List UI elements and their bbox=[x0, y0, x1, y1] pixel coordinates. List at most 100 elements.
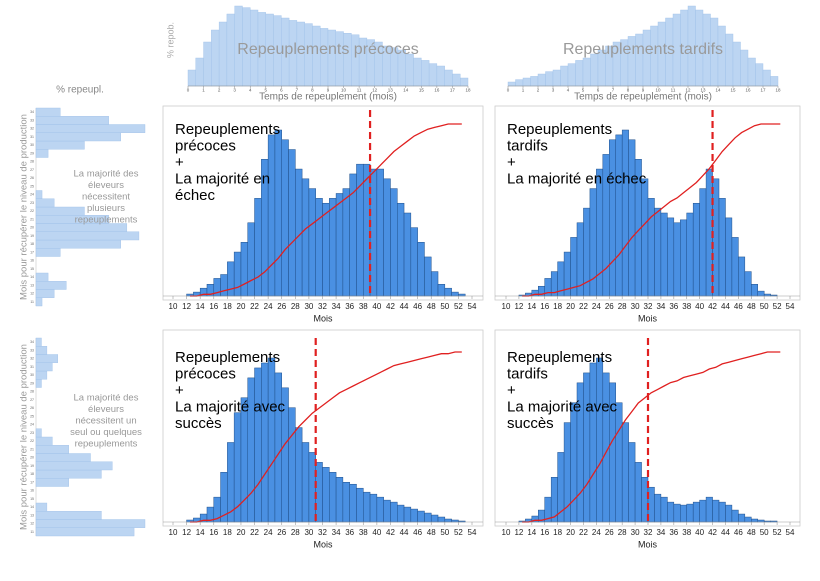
x-tick-label: 50 bbox=[760, 528, 769, 537]
x-tick-label: 17 bbox=[450, 88, 456, 93]
x-tick-label: 13 bbox=[388, 88, 394, 93]
x-tick-label: 46 bbox=[413, 528, 422, 537]
bar bbox=[226, 13, 235, 87]
annotation: + bbox=[507, 382, 516, 399]
bar bbox=[335, 31, 344, 87]
bar bbox=[35, 248, 61, 257]
bar bbox=[673, 222, 681, 297]
x-tick-label: 26 bbox=[277, 528, 286, 537]
bar bbox=[417, 510, 425, 523]
x-tick-label: 44 bbox=[400, 302, 409, 311]
bar bbox=[770, 76, 779, 87]
x-tick-label: 14 bbox=[527, 302, 536, 311]
bar bbox=[583, 372, 591, 523]
x-axis-label: Temps de repeuplement (mois) bbox=[574, 92, 712, 103]
bar bbox=[35, 297, 43, 307]
x-tick-label: 5 bbox=[582, 88, 585, 93]
annotation: nécessitent bbox=[82, 192, 130, 203]
bar bbox=[35, 289, 55, 298]
x-tick-label: 54 bbox=[468, 302, 477, 311]
bar bbox=[35, 502, 48, 512]
x-tick-label: 5 bbox=[265, 88, 268, 93]
bar bbox=[718, 198, 726, 297]
x-tick-label: 42 bbox=[708, 528, 717, 537]
bar bbox=[596, 168, 604, 297]
bar bbox=[575, 60, 584, 87]
x-tick-label: 16 bbox=[209, 528, 218, 537]
y-tick-label: 33 bbox=[30, 348, 34, 352]
y-tick-label: 13 bbox=[30, 513, 34, 517]
bar bbox=[35, 527, 135, 537]
x-tick-label: 48 bbox=[427, 528, 436, 537]
x-tick-label: 42 bbox=[386, 528, 395, 537]
bar bbox=[218, 21, 228, 87]
x-tick-label: 54 bbox=[468, 528, 477, 537]
y-tick-label: 30 bbox=[30, 373, 34, 377]
y-tick-label: 22 bbox=[30, 439, 34, 443]
bar bbox=[641, 178, 649, 297]
bar bbox=[647, 198, 655, 297]
x-tick-label: 18 bbox=[223, 528, 232, 537]
y-tick-label: 25 bbox=[30, 414, 34, 418]
y-axis-label: Mois pour récupérer le niveau de product… bbox=[19, 344, 30, 530]
bar bbox=[233, 412, 242, 523]
bar bbox=[383, 499, 391, 523]
bar bbox=[376, 168, 384, 297]
y-tick-label: 30 bbox=[30, 143, 34, 147]
annotation: La majorité des bbox=[74, 393, 139, 404]
x-tick-label: 44 bbox=[400, 528, 409, 537]
y-tick-label: 17 bbox=[30, 250, 34, 254]
bar bbox=[301, 178, 310, 297]
plot-frame bbox=[162, 105, 484, 301]
x-tick-label: 8 bbox=[627, 88, 630, 93]
y-tick-label: 16 bbox=[30, 259, 34, 263]
bar bbox=[329, 198, 337, 297]
y-tick-label: 32 bbox=[30, 357, 34, 361]
x-tick-label: 24 bbox=[592, 528, 601, 537]
x-tick-label: 7 bbox=[612, 88, 615, 93]
x-tick-label: 10 bbox=[169, 302, 178, 311]
x-tick-label: 2 bbox=[218, 88, 221, 93]
bar bbox=[35, 206, 85, 216]
bar bbox=[686, 503, 694, 523]
bar bbox=[35, 346, 48, 355]
chart-title: Repeuplements précoces bbox=[237, 41, 418, 58]
bar bbox=[254, 367, 262, 523]
bar bbox=[390, 501, 398, 523]
bar bbox=[227, 261, 235, 297]
y-tick-label: 18 bbox=[30, 242, 34, 246]
x-tick-label: 32 bbox=[318, 302, 327, 311]
bar bbox=[444, 518, 452, 523]
bar bbox=[35, 370, 48, 380]
annotation: La majorité avec bbox=[175, 398, 286, 415]
x-tick-label: 4 bbox=[249, 88, 252, 93]
annotation: échec bbox=[175, 187, 216, 204]
x-tick-label: 52 bbox=[773, 302, 782, 311]
x-tick-label: 15 bbox=[730, 88, 736, 93]
x-tick-label: 30 bbox=[304, 302, 313, 311]
y-tick-label: 14 bbox=[30, 275, 34, 279]
x-tick-label: 40 bbox=[695, 528, 704, 537]
bar bbox=[747, 57, 756, 87]
y-tick-label: 26 bbox=[30, 176, 34, 180]
y-tick-label: 27 bbox=[30, 398, 34, 402]
bar bbox=[680, 504, 687, 523]
y-tick-label: 34 bbox=[30, 340, 34, 344]
x-tick-label: 12 bbox=[514, 302, 523, 311]
bar bbox=[437, 516, 446, 523]
y-tick-label: 24 bbox=[30, 193, 34, 197]
x-tick-label: 40 bbox=[695, 302, 704, 311]
x-tick-label: 36 bbox=[669, 528, 678, 537]
bar bbox=[667, 501, 675, 523]
bar bbox=[628, 442, 636, 523]
annotation: précoces bbox=[175, 137, 236, 154]
x-tick-label: 18 bbox=[553, 528, 562, 537]
annotation: Repeuplements bbox=[175, 121, 280, 138]
y-tick-label: 29 bbox=[30, 381, 34, 385]
bar bbox=[430, 271, 439, 297]
x-tick-label: 46 bbox=[734, 528, 743, 537]
bar bbox=[436, 65, 445, 87]
y-tick-label: 11 bbox=[30, 300, 34, 304]
x-tick-label: 46 bbox=[413, 302, 422, 311]
x-tick-label: 4 bbox=[567, 88, 570, 93]
